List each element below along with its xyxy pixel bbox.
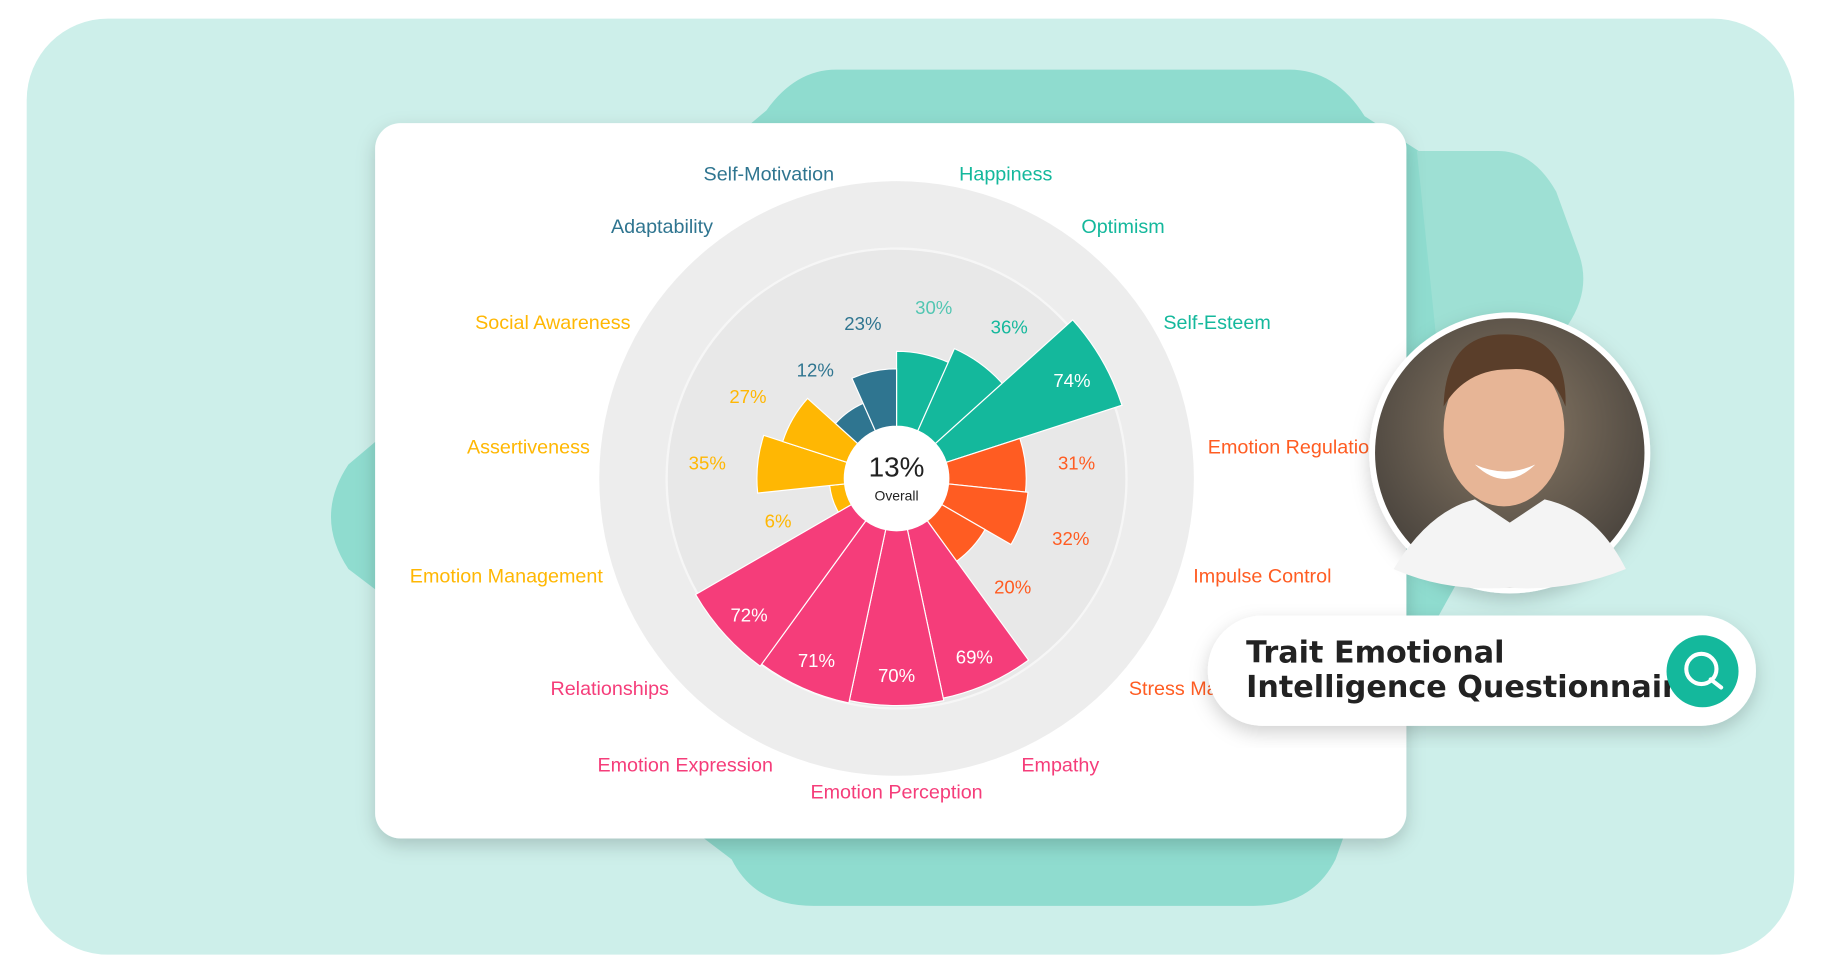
- category-label: Social Awareness: [475, 312, 631, 334]
- badge-icon-glyph: [1684, 651, 1719, 687]
- value-label: 72%: [730, 605, 767, 626]
- value-label: 27%: [729, 386, 766, 407]
- badge: [1207, 615, 1756, 726]
- sector: [760, 519, 887, 704]
- value-label: 74%: [1053, 370, 1090, 391]
- avatar-smile: [1474, 464, 1536, 480]
- category-label: Self-Motivation: [704, 164, 835, 186]
- category-label: Impulse Control: [1193, 565, 1331, 587]
- sector: [906, 519, 1030, 699]
- value-label: 23%: [844, 313, 881, 334]
- badge-title: Trait Emotional: [1246, 635, 1504, 670]
- category-label: Empathy: [1021, 755, 1099, 777]
- category-label: Emotion Management: [410, 565, 604, 587]
- badge-icon[interactable]: [1666, 635, 1739, 708]
- category-label: Emotion Perception: [810, 781, 982, 803]
- category-label: Relationships: [550, 678, 669, 700]
- category-label: Emotion Regulation: [1208, 437, 1380, 459]
- value-label: 71%: [798, 650, 835, 671]
- badge-icon-glyph: [1708, 677, 1724, 690]
- value-label: 6%: [765, 511, 792, 532]
- category-label: Emotion Expression: [597, 755, 773, 777]
- category-label: Assertiveness: [467, 437, 590, 459]
- value-label: 69%: [956, 646, 993, 667]
- category-label: Happiness: [959, 164, 1052, 186]
- plot: [694, 319, 1123, 707]
- value-label: 31%: [1058, 452, 1095, 473]
- value-label: 30%: [915, 297, 952, 318]
- labels: Happiness 30% Optimism 36% Self-Esteem 74% Emo…: [410, 164, 1380, 804]
- category-label: Self-Esteem: [1163, 312, 1270, 334]
- category-label: Adaptability: [611, 216, 713, 238]
- avatar-shirt: [1393, 499, 1626, 589]
- avatar-face: [1443, 353, 1565, 507]
- avatar-hair: [1443, 334, 1566, 407]
- value-label: 35%: [689, 452, 726, 473]
- category-label: Optimism: [1081, 216, 1164, 238]
- value-label: 70%: [878, 665, 915, 686]
- badge-title: Intelligence Questionnaire: [1246, 670, 1697, 705]
- value-label: 12%: [797, 360, 834, 381]
- value-label: 32%: [1052, 528, 1089, 549]
- avatar: [1369, 312, 1651, 594]
- sector: [934, 319, 1123, 464]
- value-label: 20%: [994, 577, 1031, 598]
- sector: [848, 528, 945, 707]
- value-label: 36%: [991, 317, 1028, 338]
- center-hole: [844, 426, 949, 531]
- center-value: 13%: [869, 452, 925, 483]
- center-caption: Overall: [875, 488, 919, 504]
